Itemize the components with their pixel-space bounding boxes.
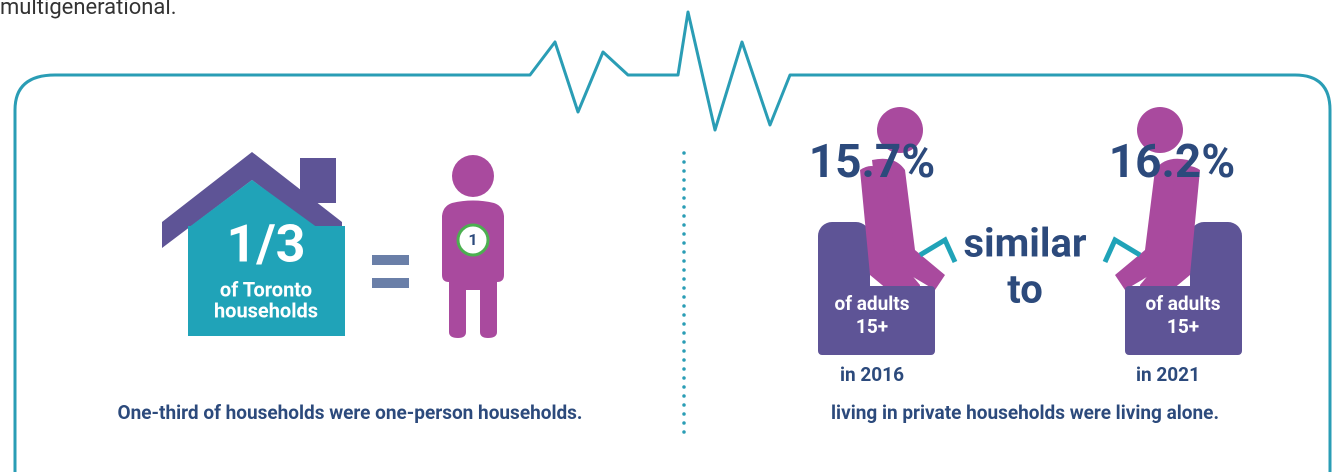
connector: to bbox=[1007, 266, 1043, 313]
stat-year: in 2016 bbox=[840, 363, 904, 386]
equals-sign bbox=[372, 255, 409, 265]
house-label: of Toronto bbox=[220, 277, 312, 301]
house-icon bbox=[162, 152, 345, 336]
left-caption: One-third of households were one-person … bbox=[118, 401, 583, 424]
right-caption: living in private households were living… bbox=[831, 401, 1219, 424]
chair-label: of adults bbox=[1146, 292, 1221, 315]
fraction: 1/3 bbox=[227, 214, 306, 275]
stat-year: in 2021 bbox=[1136, 363, 1200, 386]
intro-fragment: multigenerational. bbox=[0, 0, 177, 20]
person-badge-ring bbox=[456, 223, 490, 257]
seated-person-icon bbox=[818, 107, 958, 355]
chair-label: of adults bbox=[835, 292, 910, 315]
chair-label: 15+ bbox=[856, 315, 888, 338]
person-badge: 1 bbox=[468, 230, 477, 249]
house-label: households bbox=[214, 298, 318, 322]
stat-value: 15.7% bbox=[809, 135, 936, 189]
equals-sign bbox=[372, 278, 409, 288]
seated-person-icon bbox=[1102, 107, 1242, 355]
chair-label: 15+ bbox=[1167, 315, 1199, 338]
connector: similar bbox=[963, 220, 1086, 267]
stat-value: 16.2% bbox=[1109, 135, 1236, 189]
frame bbox=[13, 10, 1332, 472]
